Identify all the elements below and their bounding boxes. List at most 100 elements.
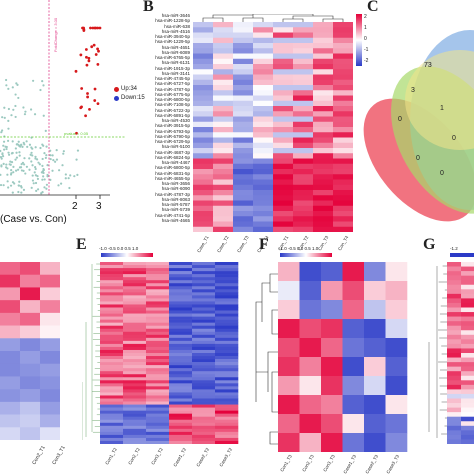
volcano-point-ns xyxy=(29,108,33,111)
heatmap-b-cell xyxy=(193,211,214,217)
heatmap-b-cell xyxy=(333,69,353,75)
volcano-point-ns xyxy=(34,157,37,160)
volcano-point-ns xyxy=(34,181,38,185)
heatmap-e-cell xyxy=(169,298,193,302)
heatmap-e-cell xyxy=(192,395,216,399)
heatmap-b-column-label: Con_T3 xyxy=(316,235,330,252)
heatmap-g-cell xyxy=(461,380,474,386)
panel-label-g: G xyxy=(423,236,436,253)
heatmap-g-cell xyxy=(461,293,474,299)
heatmap-d-column-labels: Con2_T1 Con3_T1 xyxy=(14,441,67,471)
heatmap-g-cell xyxy=(447,380,462,386)
volcano-point-ns xyxy=(12,171,15,174)
heatmap-f-color-scale xyxy=(280,253,332,257)
heatmap-e-cell xyxy=(215,331,239,336)
heatmap-e-cell xyxy=(100,349,124,354)
heatmap-b-cell xyxy=(333,90,353,96)
heatmap-e-cell xyxy=(192,437,216,442)
volcano-point-ns xyxy=(30,186,33,189)
heatmap-e-cell xyxy=(146,313,170,317)
heatmap-g-cell xyxy=(461,289,474,295)
heatmap-b-cell xyxy=(193,37,214,44)
heatmap-e-cell xyxy=(146,286,170,290)
heatmap-b-cell xyxy=(213,32,234,39)
heatmap-e-cell xyxy=(123,277,147,281)
heatmap-b-cell xyxy=(213,137,234,144)
volcano-point-up xyxy=(98,26,102,30)
heatmap-e-cell xyxy=(123,377,147,381)
volcano-point-ns xyxy=(18,151,21,154)
heatmap-d-cell xyxy=(20,287,41,301)
heatmap-e-cell xyxy=(100,307,124,311)
heatmap-g-cell xyxy=(461,284,474,290)
heatmap-e-cell xyxy=(169,395,193,399)
heatmap-e-cell xyxy=(146,331,170,336)
heatmap-f-cell xyxy=(278,395,300,415)
heatmap-b-cell xyxy=(313,100,334,107)
heatmap-b-cell xyxy=(333,190,353,196)
heatmap-g-cell xyxy=(461,343,474,349)
heatmap-e-cell xyxy=(123,340,147,345)
heatmap-f-cell xyxy=(385,414,408,434)
heatmap-e-cell xyxy=(100,356,124,360)
heatmap-b-cell xyxy=(213,142,234,149)
heatmap-b-cell xyxy=(253,106,274,112)
heatmap-b-cell xyxy=(333,79,353,86)
volcano-point-ns xyxy=(6,173,9,176)
heatmap-e-cell xyxy=(146,316,170,320)
heatmap-b-cell xyxy=(293,221,314,228)
heatmap-b-cell xyxy=(273,95,294,102)
heatmap-g-cell xyxy=(447,334,462,340)
heatmap-g-cell xyxy=(461,280,474,286)
heatmap-e-cell xyxy=(146,437,170,442)
heatmap-g-cell xyxy=(461,384,474,390)
heatmap-e-cell xyxy=(192,262,216,266)
heatmap-b-cell xyxy=(293,132,314,138)
heatmap-b-row-label: hsa-miR-6765-5p xyxy=(155,55,190,60)
heatmap-b-cell xyxy=(213,158,234,165)
heatmap-b xyxy=(193,14,353,232)
volcano-point-ns xyxy=(1,153,4,156)
heatmap-e-cell xyxy=(215,425,239,430)
heatmap-f-cell xyxy=(385,300,408,320)
heatmap-e-cell xyxy=(215,298,239,302)
heatmap-b-cell xyxy=(313,179,334,186)
heatmap-f-cell xyxy=(364,338,386,358)
heatmap-g-cell xyxy=(447,330,462,336)
heatmap-e-cell xyxy=(215,322,239,326)
heatmap-g-cell xyxy=(461,421,474,427)
heatmap-b-cell xyxy=(293,226,314,232)
heatmap-e-cell xyxy=(100,398,124,402)
heatmap-b-cell xyxy=(213,37,234,44)
heatmap-b-cell xyxy=(253,95,274,102)
heatmap-g-cell xyxy=(461,366,474,372)
heatmap-d-cell xyxy=(20,274,41,288)
volcano-point-ns xyxy=(29,153,32,156)
heatmap-b-cell xyxy=(193,74,214,81)
volcano-point-ns xyxy=(18,166,22,169)
heatmap-e-cell xyxy=(100,292,124,296)
heatmap-b-cell xyxy=(213,111,234,117)
volcano-point-up xyxy=(97,49,100,53)
volcano-point-ns xyxy=(17,143,20,146)
heatmap-b-cell xyxy=(193,43,214,49)
heatmap-b-cell xyxy=(233,100,254,107)
heatmap-e-cell xyxy=(192,301,216,305)
heatmap-b-row-label: hsa-miR-6727-5p xyxy=(155,81,190,87)
heatmap-b-row-label: hsa-miR-4787-3p xyxy=(155,191,190,197)
heatmap-e-cell xyxy=(100,365,124,369)
heatmap-b-cell xyxy=(233,174,254,180)
heatmap-b-cell xyxy=(253,74,274,81)
heatmap-d-cell xyxy=(20,312,41,326)
heatmap-b-cell xyxy=(253,221,274,228)
heatmap-e-cell xyxy=(169,353,193,357)
heatmap-f-cell xyxy=(342,376,365,396)
heatmap-e-cell xyxy=(169,340,193,345)
heatmap-b-cell xyxy=(193,153,214,159)
volcano-point-ns xyxy=(2,162,5,165)
heatmap-e-cell xyxy=(146,359,170,363)
volcano-point-ns xyxy=(1,155,5,158)
heatmap-b-cell xyxy=(333,22,353,28)
heatmap-b-cell xyxy=(253,37,274,44)
heatmap-b-cell xyxy=(273,53,294,60)
